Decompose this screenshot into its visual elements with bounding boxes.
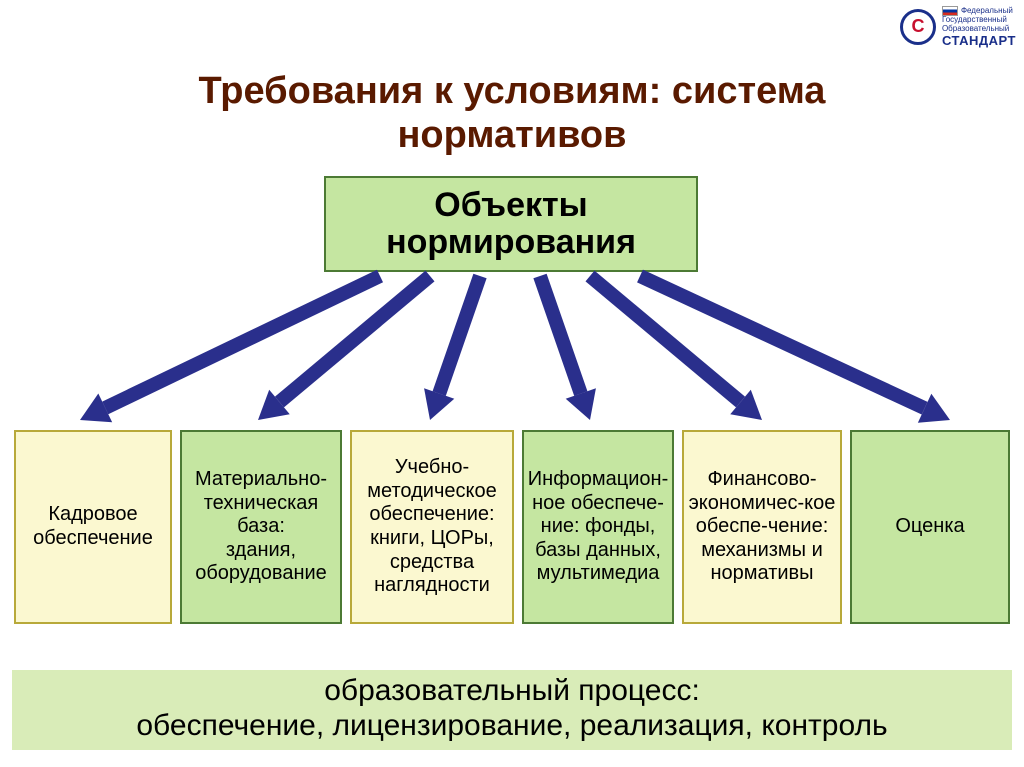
leaf-box-5: Оценка	[850, 430, 1010, 624]
logo-circle-icon: C	[900, 9, 936, 45]
leaf-box-2: Учебно-методическое обеспечение: книги, …	[350, 430, 514, 624]
title-line1: Требования к условиям: система	[0, 70, 1024, 114]
bottom-line1: образовательный процесс:	[12, 674, 1012, 709]
title-line2: нормативов	[0, 114, 1024, 158]
leaf-text-5: Оценка	[895, 515, 964, 539]
bottom-line2: обеспечение, лицензирование, реализация,…	[12, 709, 1012, 744]
logo-small-1: Федеральный	[961, 6, 1013, 15]
leaf-text-3: Информацион-ное обеспече-ние: фонды, баз…	[528, 468, 668, 586]
leaf-box-3: Информацион-ное обеспече-ние: фонды, баз…	[522, 430, 674, 624]
logo-text: Федеральный Государственный Образователь…	[942, 6, 1016, 48]
leaf-text-1: Материально-техническая база: здания, об…	[186, 468, 336, 586]
leaf-text-2: Учебно-методическое обеспечение: книги, …	[356, 456, 508, 598]
page-title: Требования к условиям: система нормативо…	[0, 70, 1024, 157]
top-box: Объекты нормирования	[324, 176, 698, 272]
leaf-text-0: Кадровое обеспечение	[20, 503, 166, 550]
logo-area: C Федеральный Государственный Образовате…	[900, 6, 1016, 48]
bottom-bar: образовательный процесс: обеспечение, ли…	[12, 670, 1012, 750]
leaf-box-4: Финансово-экономичес-кое обеспе-чение: м…	[682, 430, 842, 624]
leaf-box-0: Кадровое обеспечение	[14, 430, 172, 624]
top-box-line1: Объекты	[386, 187, 636, 224]
leaf-text-4: Финансово-экономичес-кое обеспе-чение: м…	[688, 468, 836, 586]
top-box-line2: нормирования	[386, 224, 636, 261]
logo-big: СТАНДАРТ	[942, 34, 1016, 48]
leaf-box-1: Материально-техническая база: здания, об…	[180, 430, 342, 624]
